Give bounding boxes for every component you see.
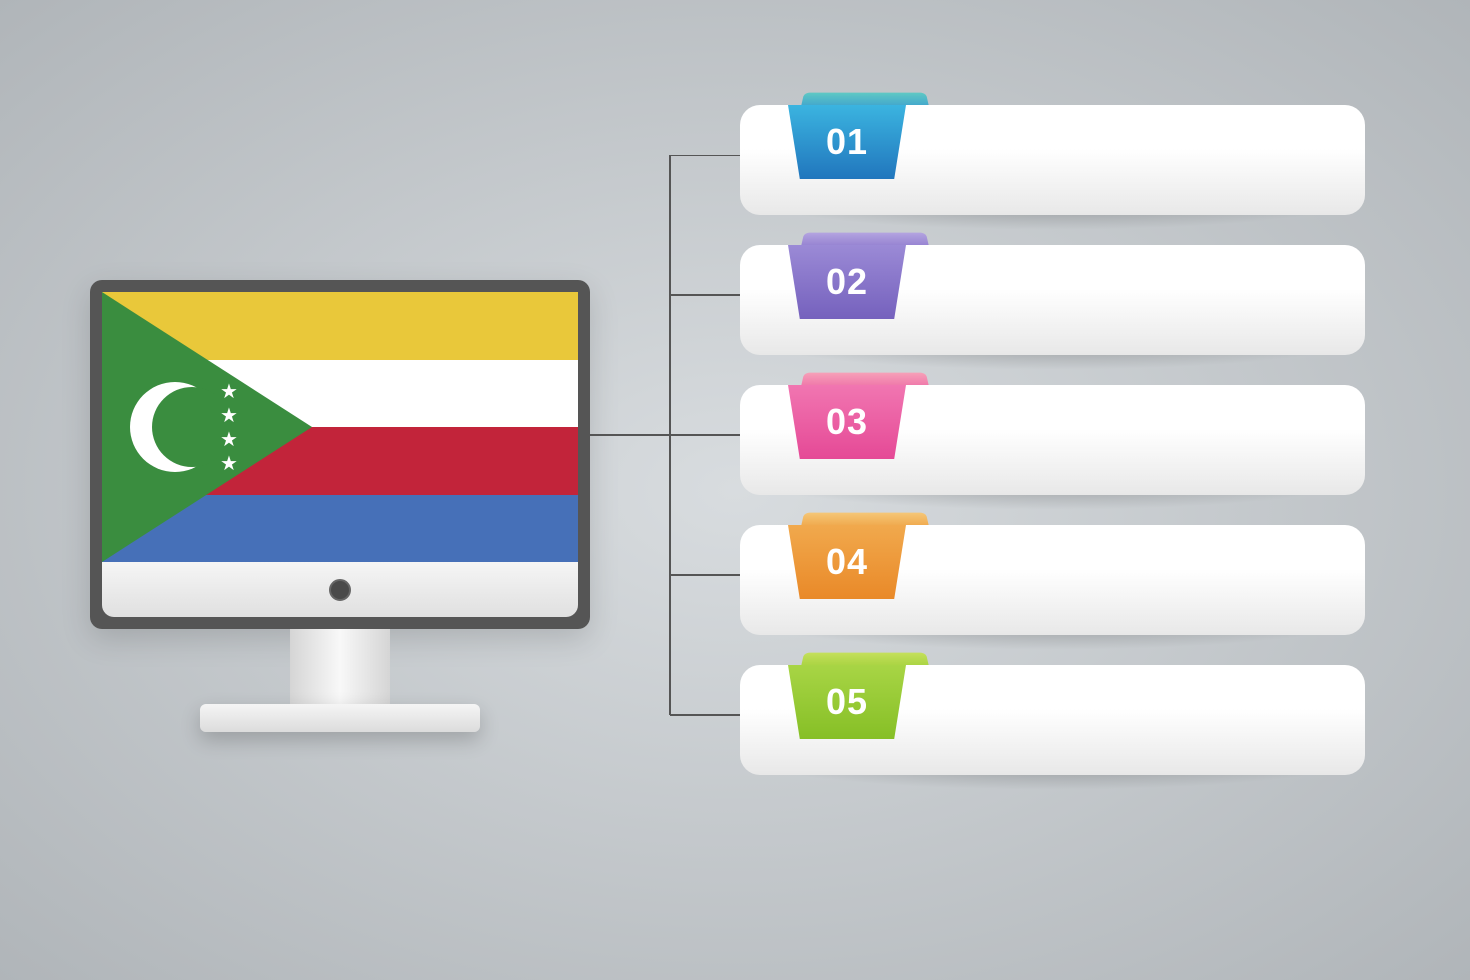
monitor-screen: ★ ★ ★ ★ — [102, 292, 578, 562]
number-tab: 04 — [788, 525, 906, 599]
monitor-power-button — [329, 579, 351, 601]
list-item: 05 — [740, 665, 1365, 775]
star-icon: ★ — [220, 406, 238, 426]
monitor-chin — [102, 562, 578, 617]
list-item: 03 — [740, 385, 1365, 495]
infographic-list: 01 02 03 04 05 — [740, 105, 1365, 775]
list-item: 01 — [740, 105, 1365, 215]
number-tab: 03 — [788, 385, 906, 459]
monitor-base — [200, 704, 480, 732]
item-number: 01 — [826, 121, 868, 163]
item-number: 03 — [826, 401, 868, 443]
list-item: 04 — [740, 525, 1365, 635]
item-number: 02 — [826, 261, 868, 303]
monitor-stand — [290, 629, 390, 704]
flag-stars: ★ ★ ★ ★ — [220, 382, 238, 474]
item-number: 05 — [826, 681, 868, 723]
number-tab: 01 — [788, 105, 906, 179]
star-icon: ★ — [220, 454, 238, 474]
star-icon: ★ — [220, 430, 238, 450]
monitor: ★ ★ ★ ★ — [90, 280, 590, 732]
number-tab: 02 — [788, 245, 906, 319]
monitor-bezel: ★ ★ ★ ★ — [90, 280, 590, 629]
connector-lines — [590, 155, 755, 805]
crescent-icon — [130, 382, 220, 472]
star-icon: ★ — [220, 382, 238, 402]
item-number: 04 — [826, 541, 868, 583]
number-tab: 05 — [788, 665, 906, 739]
list-item: 02 — [740, 245, 1365, 355]
